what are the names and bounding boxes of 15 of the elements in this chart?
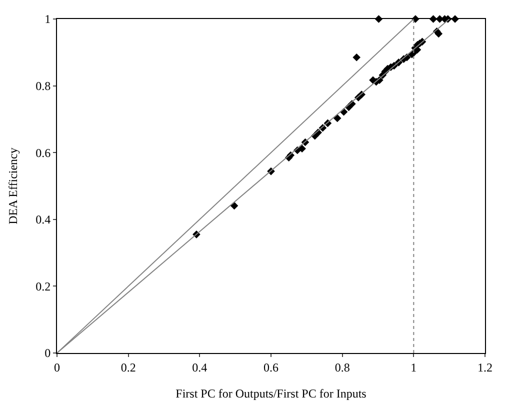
y-tick-label: 0.8	[36, 79, 51, 93]
y-tick-label: 0.6	[36, 146, 51, 160]
y-tick-label: 0	[44, 346, 51, 360]
x-tick-label: 1.2	[478, 360, 492, 374]
x-tick-label: 0.6	[264, 360, 278, 374]
x-axis-title: First PC for Outputs/First PC for Inputs	[176, 386, 367, 400]
x-tick-label: 1	[410, 360, 417, 374]
x-tick-label: 0.8	[334, 360, 350, 374]
x-tick-label: 0.2	[120, 360, 136, 374]
y-tick-label: 1	[44, 12, 51, 26]
x-tick-label: 0	[54, 360, 60, 374]
y-tick-label: 0.4	[36, 212, 51, 227]
x-tick-label: 0.4	[192, 360, 208, 374]
y-axis-title: DEA Efficiency	[6, 148, 20, 224]
y-tick-label: 0.2	[36, 279, 51, 294]
